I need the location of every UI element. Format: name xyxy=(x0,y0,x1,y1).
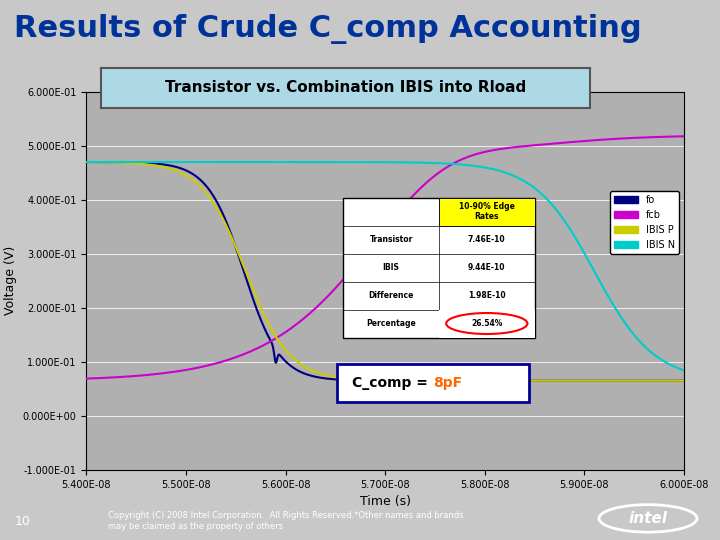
Line: fo: fo xyxy=(86,162,684,381)
Text: IBIS: IBIS xyxy=(383,263,400,272)
IBIS P xyxy=(82,159,91,165)
fcb xyxy=(680,133,688,139)
fcb xyxy=(112,374,121,381)
Text: 10-90% Edge
Rates: 10-90% Edge Rates xyxy=(459,202,515,221)
fcb xyxy=(373,235,382,241)
fo xyxy=(662,377,671,384)
FancyBboxPatch shape xyxy=(439,198,535,226)
FancyBboxPatch shape xyxy=(343,198,535,338)
IBIS N xyxy=(357,159,366,165)
Text: Results of Crude C_comp Accounting: Results of Crude C_comp Accounting xyxy=(14,14,642,44)
IBIS N xyxy=(82,159,91,165)
Text: Copyright (C) 2008 Intel Corporation.  All Rights Reserved.*Other names and bran: Copyright (C) 2008 Intel Corporation. Al… xyxy=(108,511,464,531)
fcb xyxy=(662,133,671,140)
IBIS N xyxy=(662,360,671,366)
Text: intel: intel xyxy=(629,511,667,526)
Text: 9.44E-10: 9.44E-10 xyxy=(468,263,505,272)
IBIS N xyxy=(662,360,671,366)
IBIS N xyxy=(553,207,562,214)
IBIS N xyxy=(680,367,688,374)
Text: 8pF: 8pF xyxy=(433,376,462,390)
fo xyxy=(662,377,671,384)
IBIS P xyxy=(373,377,382,383)
fo xyxy=(553,377,562,384)
IBIS N xyxy=(112,159,121,165)
Text: 1.98E-10: 1.98E-10 xyxy=(468,291,505,300)
Line: fcb: fcb xyxy=(86,136,684,379)
IBIS P xyxy=(662,377,671,384)
Text: Transistor vs. Combination IBIS into Rload: Transistor vs. Combination IBIS into Rlo… xyxy=(165,80,526,95)
IBIS P xyxy=(112,159,121,166)
Line: IBIS P: IBIS P xyxy=(86,162,684,381)
FancyBboxPatch shape xyxy=(439,309,535,338)
IBIS P xyxy=(662,377,671,384)
X-axis label: Time (s): Time (s) xyxy=(360,495,410,508)
Text: Difference: Difference xyxy=(369,291,414,300)
Line: IBIS N: IBIS N xyxy=(86,162,684,370)
IBIS P xyxy=(357,376,366,383)
Text: Percentage: Percentage xyxy=(366,319,416,328)
fo xyxy=(373,377,382,384)
FancyBboxPatch shape xyxy=(338,364,528,402)
Text: C_comp =: C_comp = xyxy=(352,376,433,390)
IBIS P xyxy=(680,377,688,384)
Text: Transistor: Transistor xyxy=(369,235,413,244)
Y-axis label: Voltage (V): Voltage (V) xyxy=(4,246,17,315)
IBIS N xyxy=(373,159,382,165)
fcb xyxy=(82,375,91,382)
fo xyxy=(680,377,688,384)
Text: 26.54%: 26.54% xyxy=(471,319,503,328)
Text: 7.46E-10: 7.46E-10 xyxy=(468,235,505,244)
fcb xyxy=(553,140,562,146)
fo xyxy=(112,159,121,165)
fo xyxy=(357,377,366,383)
IBIS P xyxy=(553,377,562,384)
fo xyxy=(82,159,91,165)
fcb xyxy=(662,133,671,140)
Text: 10: 10 xyxy=(14,515,30,528)
fcb xyxy=(357,255,366,261)
Legend: fo, fcb, IBIS P, IBIS N: fo, fcb, IBIS P, IBIS N xyxy=(610,191,679,253)
